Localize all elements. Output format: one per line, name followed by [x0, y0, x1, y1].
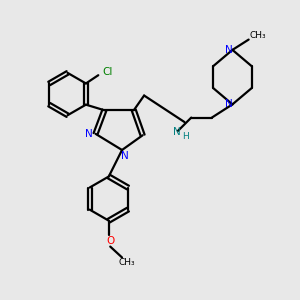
Text: CH₃: CH₃ — [119, 258, 135, 267]
Text: N: N — [172, 127, 180, 137]
Text: N: N — [225, 45, 233, 55]
Text: O: O — [106, 236, 114, 246]
Text: N: N — [225, 99, 233, 110]
Text: Cl: Cl — [102, 67, 112, 77]
Text: CH₃: CH₃ — [249, 31, 266, 40]
Text: H: H — [182, 132, 189, 141]
Text: N: N — [121, 151, 129, 161]
Text: N: N — [85, 129, 93, 139]
